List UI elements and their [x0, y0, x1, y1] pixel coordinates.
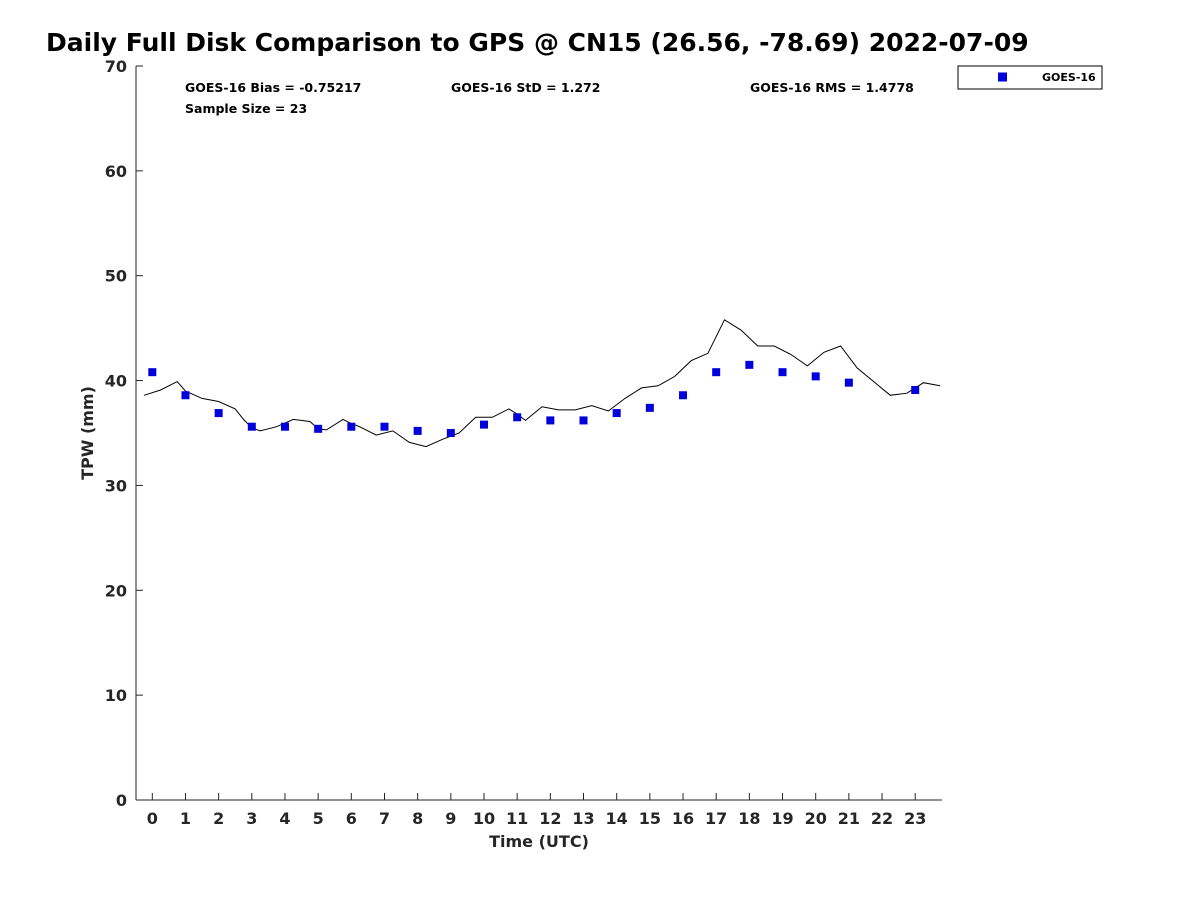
goes16-point: [214, 409, 223, 418]
goes16-point: [513, 413, 522, 422]
y-tick-label: 70: [105, 57, 127, 76]
legend-box: [957, 65, 1103, 90]
x-tick-label: 14: [606, 809, 628, 828]
axes: [135, 66, 942, 801]
goes16-point: [679, 391, 688, 400]
x-tick-label: 8: [412, 809, 423, 828]
chart-title: Daily Full Disk Comparison to GPS @ CN15…: [46, 28, 1029, 57]
goes16-point: [347, 422, 356, 431]
x-tick-label: 6: [346, 809, 357, 828]
legend-label-goes16: GOES-16: [1042, 71, 1096, 84]
y-tick-label: 10: [105, 686, 127, 705]
goes16-point: [645, 403, 654, 412]
y-tick-label: 0: [116, 791, 127, 810]
x-tick-label: 18: [738, 809, 760, 828]
x-axis-label: Time (UTC): [489, 832, 589, 851]
goes16-point: [745, 360, 754, 369]
goes16-point: [778, 368, 787, 377]
y-tick-label: 20: [105, 581, 127, 600]
goes16-point: [911, 386, 920, 395]
y-tick-label: 60: [105, 162, 127, 181]
y-tick-label: 40: [105, 372, 127, 391]
goes16-point: [612, 409, 621, 418]
goes16-point: [712, 368, 721, 377]
x-tick-label: 9: [445, 809, 456, 828]
x-tick-label: 17: [705, 809, 727, 828]
rms-stat: GOES-16 RMS = 1.4778: [750, 80, 914, 95]
x-tick-label: 20: [805, 809, 827, 828]
goes16-point: [247, 422, 256, 431]
legend-marker: [998, 72, 1007, 82]
goes16-point: [314, 424, 323, 433]
goes16-point: [280, 422, 289, 431]
std-stat: GOES-16 StD = 1.272: [451, 80, 600, 95]
goes16-points: [148, 360, 920, 437]
x-tick-label: 3: [246, 809, 257, 828]
goes16-point: [844, 378, 853, 387]
x-tick-label: 21: [838, 809, 860, 828]
x-tick-label: 22: [871, 809, 893, 828]
goes16-point: [480, 420, 488, 429]
x-tick-label: 12: [539, 809, 561, 828]
goes16-point: [181, 391, 190, 400]
goes16-point: [446, 429, 455, 437]
x-tick-label: 2: [213, 809, 224, 828]
x-tick-label: 4: [279, 809, 290, 828]
x-tick-label: 0: [147, 809, 158, 828]
goes16-point: [579, 416, 588, 425]
x-tick-label: 15: [639, 809, 661, 828]
goes16-point: [546, 416, 555, 425]
gps-line: [143, 319, 941, 448]
x-tick-label: 13: [572, 809, 594, 828]
x-tick-label: 1: [180, 809, 191, 828]
y-axis-label: TPW (mm): [78, 386, 97, 480]
goes16-point: [413, 426, 422, 435]
x-tick-label: 11: [506, 809, 528, 828]
sample-size-stat: Sample Size = 23: [185, 101, 307, 116]
gps-line-series: [143, 319, 941, 448]
x-tick-label: 10: [473, 809, 495, 828]
goes16-point: [380, 422, 389, 431]
x-tick-label: 16: [672, 809, 694, 828]
y-tick-label: 30: [105, 476, 127, 495]
x-tick-label: 19: [771, 809, 793, 828]
goes16-point: [811, 372, 820, 381]
bias-stat: GOES-16 Bias = -0.75217: [185, 80, 361, 95]
goes16-point: [148, 368, 157, 377]
y-tick-label: 50: [105, 267, 127, 286]
x-tick-label: 7: [379, 809, 390, 828]
x-tick-label: 23: [904, 809, 926, 828]
legend: GOES-16: [957, 65, 1103, 90]
x-tick-label: 5: [313, 809, 324, 828]
